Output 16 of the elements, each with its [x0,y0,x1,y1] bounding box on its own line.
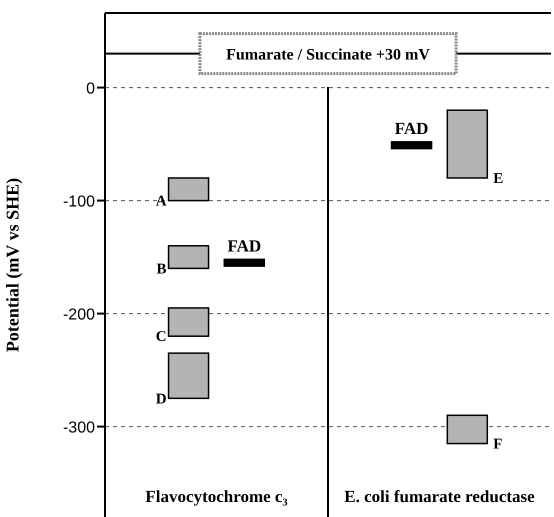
y-tick-label: 0 [86,80,96,98]
series-label: F [493,436,502,453]
annotation: Flavocytochrome c₃ [144,486,289,508]
series-label: E [493,170,504,187]
series-label: A [156,194,167,210]
series-label: FAD [394,118,428,138]
y-tick-label: -100 [62,193,96,210]
ref-line-label: Fumarate / Succinate +30 mV [226,46,430,64]
y-tick-label: -300 [62,419,96,436]
y-tick-label: -200 [62,306,96,324]
series-label: FAD [227,236,262,256]
annotation: E. coli fumarate reductase [343,486,536,508]
y-axis-title: Potential (mV vs SHE) [2,178,22,352]
series-label: C [156,329,167,346]
series-label: B [156,261,167,278]
series-label: D [156,391,167,408]
